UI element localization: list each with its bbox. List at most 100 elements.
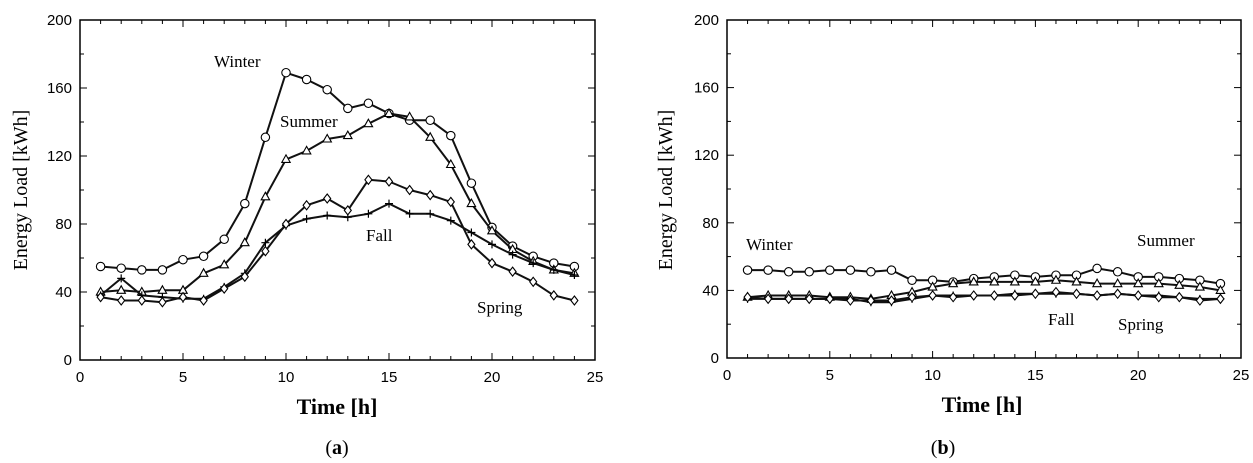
series-summer-point <box>363 118 374 128</box>
series-spring-point <box>1072 288 1081 300</box>
series-fall-point <box>508 250 517 259</box>
series-summer-point <box>116 284 127 294</box>
x-tick-label: 5 <box>179 369 187 386</box>
y-tick-label: 120 <box>47 148 72 165</box>
x-tick-label: 5 <box>826 367 834 384</box>
series-summer-point <box>1133 278 1144 288</box>
series-fall-point <box>302 214 311 223</box>
series-winter-point <box>157 265 168 275</box>
series-spring-point <box>907 291 917 303</box>
series-fall-line <box>99 202 575 300</box>
series-winter-point <box>886 265 897 275</box>
series-fall-point <box>323 211 332 220</box>
series-fall-point <box>570 271 579 279</box>
panel-caption: (a) <box>325 437 348 459</box>
series-spring-point <box>261 245 270 257</box>
series-spring-point <box>467 239 476 250</box>
series-spring-point <box>240 271 249 283</box>
series-spring-point <box>158 296 167 308</box>
x-tick-label: 20 <box>484 369 501 386</box>
series-fall-point <box>426 209 435 218</box>
series-fall-point <box>549 265 558 274</box>
series-spring <box>743 286 1225 306</box>
series-spring-point <box>990 290 999 301</box>
series-winter-point <box>742 265 753 275</box>
series-summer-point <box>927 281 938 291</box>
series-fall-point <box>529 259 538 268</box>
series-spring-point <box>1216 293 1225 305</box>
series-spring-point <box>887 295 896 306</box>
caption-letter: a <box>332 437 342 459</box>
series-fall-point <box>467 228 476 237</box>
y-tick-label: 0 <box>711 350 719 367</box>
series-spring-point <box>549 290 558 301</box>
series-spring-point <box>364 174 373 186</box>
series-spring-point <box>446 196 455 208</box>
series-summer-point <box>1153 278 1164 288</box>
series-fall-point <box>405 209 414 218</box>
x-tick-label: 10 <box>924 367 941 384</box>
series-summer-point <box>1194 281 1206 291</box>
svg-text:(a): (a) <box>325 437 348 459</box>
panel-a: 0 5 10 15 20 25 0 40 80 120 160 200 Winter Summer F… <box>10 12 603 459</box>
series-summer-point <box>383 107 395 118</box>
series-spring-point <box>1092 290 1102 301</box>
y-tick-label: 80 <box>55 216 72 233</box>
series-winter-point <box>178 254 188 265</box>
series-spring-point <box>948 291 958 303</box>
series-winter-point <box>763 265 773 275</box>
series-summer-point <box>1009 276 1020 286</box>
series-summer-point <box>948 278 959 288</box>
series-summer-point <box>1071 276 1082 286</box>
x-axis-label: Time [h] <box>942 392 1023 417</box>
series-winter-point <box>301 74 312 85</box>
series-winter-point <box>322 84 332 95</box>
series-winter-point <box>116 263 126 273</box>
series-winter-point <box>845 265 856 275</box>
series-spring-point <box>343 205 352 216</box>
y-tick-label: 160 <box>47 80 72 97</box>
series-label-spring: Spring <box>1118 315 1164 334</box>
series-label-fall: Fall <box>1048 310 1075 329</box>
x-tick-label: 15 <box>381 369 398 386</box>
series-spring-point <box>508 266 517 277</box>
series-summer-point <box>1112 278 1123 288</box>
series-summer-point <box>260 191 271 201</box>
series-spring-point <box>1195 295 1205 306</box>
series-spring-point <box>487 257 497 269</box>
x-axis-label: Time [h] <box>297 394 378 419</box>
series-summer-point <box>280 153 292 163</box>
series-summer-point <box>1030 276 1041 286</box>
series-spring-point <box>969 290 978 301</box>
tick-group: 0 5 10 15 20 25 0 40 80 120 160 200 <box>47 12 603 386</box>
series-winter-point <box>825 265 835 275</box>
series-spring-point <box>178 291 188 303</box>
series-winter-point <box>907 275 917 286</box>
y-tick-label: 0 <box>64 352 72 369</box>
series-fall <box>96 199 579 303</box>
series-spring-point <box>529 276 538 288</box>
y-tick-label: 40 <box>55 284 72 301</box>
series-label-fall: Fall <box>366 226 393 245</box>
svg-text:(b): (b) <box>931 437 955 459</box>
series-spring-point <box>323 193 332 204</box>
plot-frame <box>726 19 1242 359</box>
x-tick-label: 15 <box>1027 367 1044 384</box>
series-spring-point <box>137 295 146 306</box>
series-spring-point <box>570 295 579 306</box>
series-label-winter: Winter <box>214 52 261 71</box>
y-tick-label: 80 <box>702 215 719 232</box>
series-summer-point <box>968 276 979 286</box>
y-tick-label: 200 <box>694 12 719 29</box>
x-tick-label: 0 <box>723 367 731 384</box>
series-summer-point <box>1050 274 1062 284</box>
series-spring-point <box>928 290 937 301</box>
series-spring-point <box>1175 291 1184 303</box>
x-tick-label: 10 <box>278 369 295 386</box>
y-axis-label: Energy Load [kWh] <box>655 110 677 271</box>
series-spring-point <box>784 293 793 305</box>
series-winter-point <box>137 265 147 275</box>
series-winter-point <box>466 178 477 188</box>
series-summer-point <box>404 111 415 121</box>
